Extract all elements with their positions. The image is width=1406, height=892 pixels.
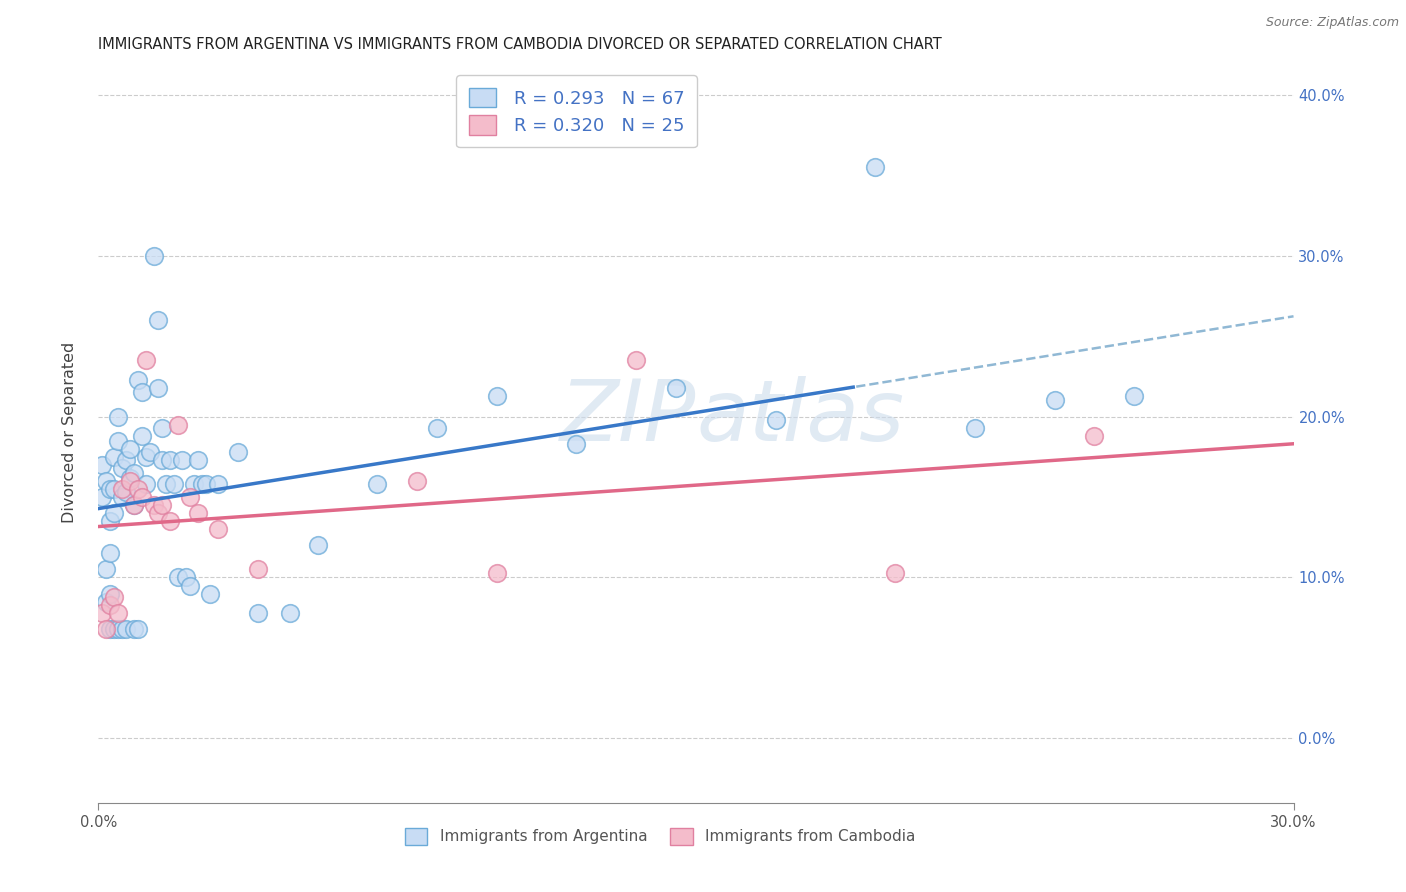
Point — [103, 482, 125, 496]
Point — [167, 417, 190, 432]
Point — [426, 421, 449, 435]
Point — [131, 490, 153, 504]
Point — [485, 388, 508, 402]
Point — [131, 429, 153, 443]
Point — [115, 453, 138, 467]
Point — [143, 249, 166, 263]
Point — [159, 514, 181, 528]
Point — [124, 466, 146, 480]
Point — [120, 474, 142, 488]
Point — [1043, 393, 1066, 408]
Point — [96, 474, 118, 488]
Point — [163, 477, 186, 491]
Point — [195, 477, 218, 491]
Point — [98, 546, 122, 560]
Point — [103, 590, 125, 604]
Point — [98, 586, 122, 600]
Point — [103, 622, 125, 636]
Point — [96, 562, 118, 576]
Point — [159, 453, 181, 467]
Point — [150, 453, 173, 467]
Point — [179, 490, 201, 504]
Point — [150, 421, 173, 435]
Point — [135, 353, 157, 368]
Point — [179, 578, 201, 592]
Point — [115, 485, 138, 500]
Point — [98, 482, 122, 496]
Point — [143, 498, 166, 512]
Point — [127, 482, 149, 496]
Point — [131, 385, 153, 400]
Point — [98, 598, 122, 612]
Legend: Immigrants from Argentina, Immigrants from Cambodia: Immigrants from Argentina, Immigrants fr… — [398, 822, 922, 851]
Point — [107, 606, 129, 620]
Point — [124, 498, 146, 512]
Point — [884, 566, 907, 580]
Point — [91, 606, 114, 620]
Point — [135, 450, 157, 464]
Point — [107, 409, 129, 424]
Point — [963, 421, 986, 435]
Point — [148, 380, 170, 394]
Point — [111, 490, 134, 504]
Point — [191, 477, 214, 491]
Point — [96, 622, 118, 636]
Point — [307, 538, 329, 552]
Point — [103, 450, 125, 464]
Point — [485, 566, 508, 580]
Point — [626, 353, 648, 368]
Point — [124, 498, 146, 512]
Point — [120, 442, 142, 456]
Point — [246, 606, 269, 620]
Point — [111, 622, 134, 636]
Point — [172, 453, 194, 467]
Point — [120, 471, 142, 485]
Point — [406, 474, 429, 488]
Point — [1123, 388, 1146, 402]
Point — [207, 522, 229, 536]
Point — [127, 622, 149, 636]
Point — [107, 622, 129, 636]
Point — [98, 514, 122, 528]
Point — [183, 477, 205, 491]
Point — [187, 506, 209, 520]
Point — [91, 490, 114, 504]
Text: atlas: atlas — [696, 376, 904, 459]
Point — [107, 434, 129, 448]
Point — [278, 606, 301, 620]
Point — [148, 506, 170, 520]
Point — [246, 562, 269, 576]
Point — [111, 482, 134, 496]
Point — [103, 506, 125, 520]
Point — [207, 477, 229, 491]
Point — [127, 372, 149, 386]
Point — [139, 445, 162, 459]
Y-axis label: Divorced or Separated: Divorced or Separated — [62, 342, 77, 524]
Point — [124, 622, 146, 636]
Point — [1083, 429, 1105, 443]
Point — [115, 622, 138, 636]
Text: ZIP: ZIP — [560, 376, 696, 459]
Point — [148, 313, 170, 327]
Text: IMMIGRANTS FROM ARGENTINA VS IMMIGRANTS FROM CAMBODIA DIVORCED OR SEPARATED CORR: IMMIGRANTS FROM ARGENTINA VS IMMIGRANTS … — [98, 37, 942, 52]
Point — [155, 477, 177, 491]
Point — [665, 380, 688, 394]
Point — [187, 453, 209, 467]
Point — [565, 437, 588, 451]
Point — [91, 458, 114, 472]
Point — [167, 570, 190, 584]
Point — [226, 445, 249, 459]
Point — [135, 477, 157, 491]
Point — [111, 461, 134, 475]
Point — [366, 477, 388, 491]
Point — [150, 498, 173, 512]
Point — [98, 622, 122, 636]
Point — [174, 570, 197, 584]
Point — [198, 586, 221, 600]
Text: Source: ZipAtlas.com: Source: ZipAtlas.com — [1265, 16, 1399, 29]
Point — [765, 413, 787, 427]
Point — [865, 160, 887, 174]
Point — [96, 594, 118, 608]
